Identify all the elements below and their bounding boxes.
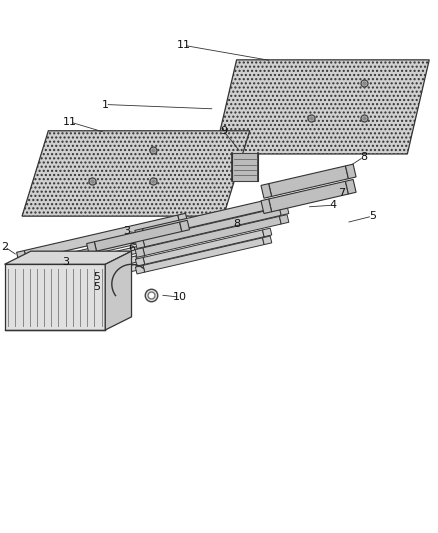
Text: 3: 3 bbox=[124, 227, 131, 237]
Polygon shape bbox=[135, 265, 145, 274]
Text: 5: 5 bbox=[93, 282, 100, 292]
Polygon shape bbox=[262, 228, 272, 237]
Polygon shape bbox=[178, 213, 188, 224]
Polygon shape bbox=[136, 254, 145, 262]
Polygon shape bbox=[262, 236, 272, 245]
Polygon shape bbox=[24, 215, 180, 260]
Polygon shape bbox=[25, 256, 138, 287]
Polygon shape bbox=[180, 220, 190, 231]
Polygon shape bbox=[261, 199, 272, 214]
Polygon shape bbox=[143, 207, 281, 247]
Polygon shape bbox=[135, 229, 145, 240]
Polygon shape bbox=[268, 166, 348, 197]
Text: 8: 8 bbox=[360, 152, 367, 162]
Polygon shape bbox=[25, 264, 138, 296]
Polygon shape bbox=[87, 242, 96, 253]
Text: 5: 5 bbox=[93, 272, 100, 282]
Polygon shape bbox=[4, 264, 105, 330]
Polygon shape bbox=[105, 251, 131, 330]
Polygon shape bbox=[346, 164, 356, 179]
Polygon shape bbox=[153, 232, 162, 240]
Text: 8: 8 bbox=[233, 219, 240, 229]
Polygon shape bbox=[215, 60, 429, 154]
Text: 11: 11 bbox=[177, 41, 191, 51]
Text: 7: 7 bbox=[338, 188, 345, 198]
Text: 10: 10 bbox=[173, 292, 187, 302]
Polygon shape bbox=[4, 251, 131, 264]
Text: 5: 5 bbox=[369, 211, 376, 221]
Text: 1: 1 bbox=[102, 100, 109, 109]
Polygon shape bbox=[153, 241, 162, 249]
Polygon shape bbox=[143, 238, 264, 272]
Polygon shape bbox=[22, 131, 250, 216]
Polygon shape bbox=[143, 230, 264, 264]
Polygon shape bbox=[232, 152, 258, 181]
Polygon shape bbox=[18, 281, 26, 289]
Polygon shape bbox=[268, 181, 348, 212]
Polygon shape bbox=[94, 222, 182, 251]
Text: 11: 11 bbox=[63, 117, 77, 127]
Polygon shape bbox=[261, 184, 272, 198]
Polygon shape bbox=[136, 262, 145, 270]
Polygon shape bbox=[296, 191, 306, 203]
Text: 6: 6 bbox=[128, 243, 135, 253]
Polygon shape bbox=[25, 243, 155, 279]
Polygon shape bbox=[17, 263, 26, 271]
Text: 2: 2 bbox=[1, 242, 8, 252]
Polygon shape bbox=[279, 215, 289, 224]
Polygon shape bbox=[18, 290, 26, 297]
Text: 3: 3 bbox=[62, 257, 69, 267]
Polygon shape bbox=[279, 206, 289, 215]
Text: 9: 9 bbox=[220, 126, 227, 136]
Polygon shape bbox=[135, 239, 145, 248]
Polygon shape bbox=[135, 257, 145, 266]
Polygon shape bbox=[142, 193, 298, 238]
Text: 4: 4 bbox=[329, 200, 336, 210]
Polygon shape bbox=[135, 248, 145, 257]
Polygon shape bbox=[17, 251, 26, 262]
Polygon shape bbox=[25, 233, 155, 270]
Polygon shape bbox=[143, 216, 281, 255]
Polygon shape bbox=[346, 180, 356, 194]
Polygon shape bbox=[17, 272, 26, 280]
